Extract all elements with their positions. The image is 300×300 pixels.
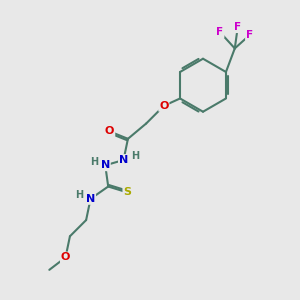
Text: H: H <box>130 152 139 161</box>
Text: F: F <box>246 30 253 40</box>
Text: O: O <box>61 253 70 262</box>
Text: O: O <box>105 126 114 136</box>
Text: H: H <box>90 157 98 167</box>
Text: S: S <box>123 188 131 197</box>
Text: F: F <box>217 27 224 37</box>
Text: F: F <box>234 22 241 32</box>
Text: N: N <box>100 160 110 170</box>
Text: H: H <box>75 190 83 200</box>
Text: N: N <box>86 194 95 204</box>
Text: N: N <box>119 155 128 165</box>
Text: O: O <box>159 101 169 111</box>
